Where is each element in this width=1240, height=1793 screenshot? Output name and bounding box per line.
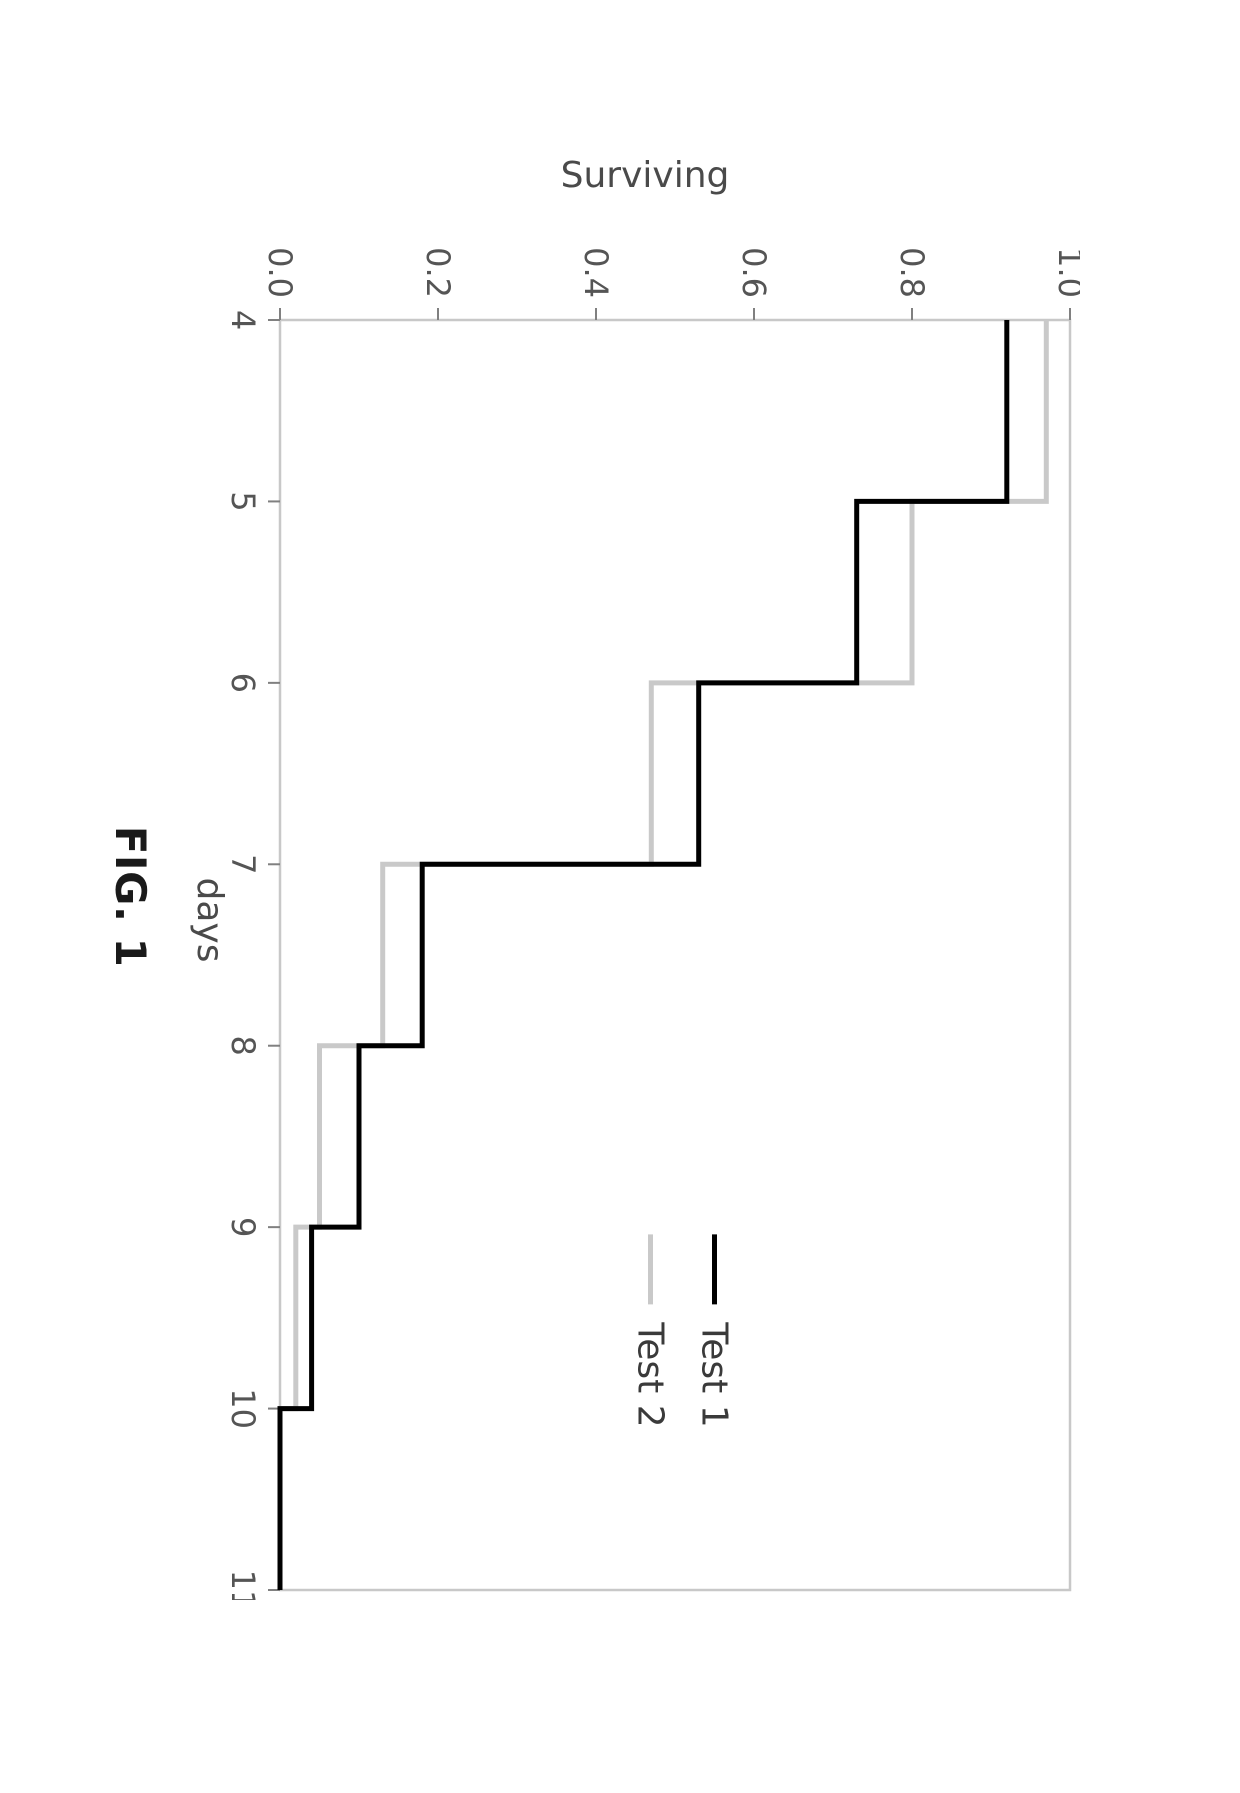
y-axis-label: Surviving [210, 155, 1080, 196]
y-tick-label: 1.0 [1051, 247, 1080, 298]
rotated-canvas: Surviving days FIG. 1 0.00.20.40.60.81.0… [0, 0, 1240, 1793]
x-tick-label: 7 [224, 854, 262, 874]
x-tick-label: 6 [224, 673, 262, 693]
y-tick-label: 0.8 [893, 247, 931, 298]
x-tick-label: 11 [224, 1570, 262, 1600]
page: Surviving days FIG. 1 0.00.20.40.60.81.0… [0, 0, 1240, 1793]
y-tick-label: 0.6 [735, 247, 773, 298]
survival-chart: 0.0 0.2 0.4 0.6 0.8 1.0 4 5 6 7 8 9 10 11 Test 1 Test 2 [210, 240, 1080, 1600]
legend-label: Test 2 [630, 1321, 671, 1427]
figure-caption: FIG. 1 [106, 0, 155, 1793]
x-tick-label: 5 [224, 491, 262, 511]
x-tick-label: 10 [224, 1388, 262, 1429]
x-tick-label: 4 [224, 310, 262, 330]
y-tick-label: 0.2 [419, 247, 457, 298]
legend-label: Test 1 [694, 1321, 735, 1427]
y-tick-label: 0.0 [261, 247, 299, 298]
y-tick-label: 0.4 [577, 247, 615, 298]
plot-area [280, 320, 1070, 1590]
x-tick-label: 8 [224, 1036, 262, 1056]
x-tick-label: 9 [224, 1217, 262, 1237]
